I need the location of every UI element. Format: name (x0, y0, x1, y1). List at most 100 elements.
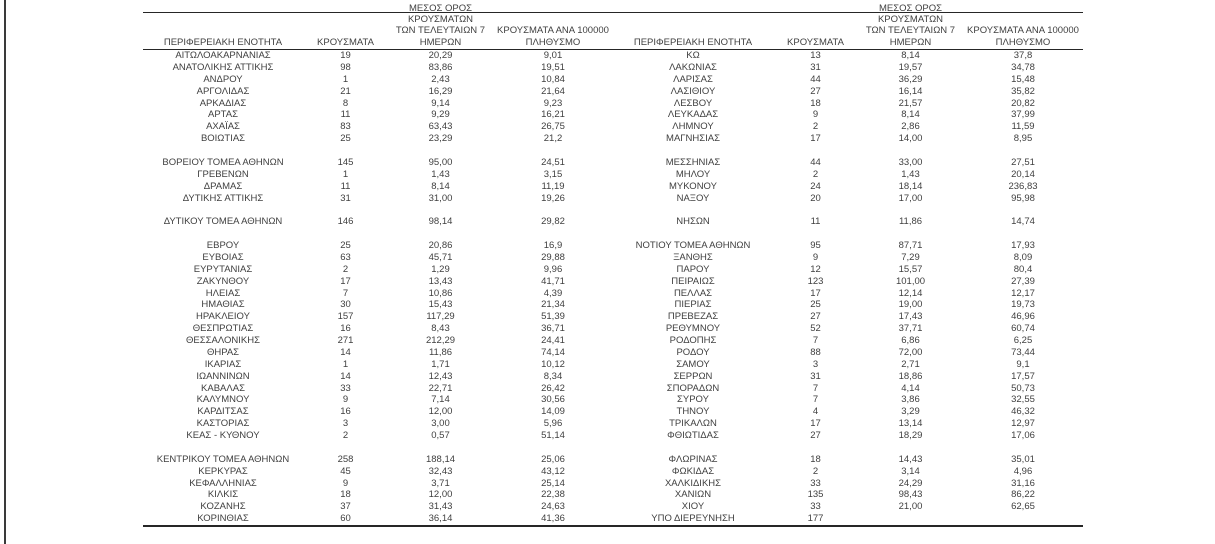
region-cell: ΖΑΚΥΝΘΟΥ (196, 275, 250, 287)
avg7-cell: 72,00 (898, 346, 923, 358)
avg7-cell: 17,43 (898, 311, 923, 323)
cases-cell: 9 (342, 394, 349, 406)
region-cell: ΚΕΝΤΡΙΚΟΥ ΤΟΜΕΑ ΑΘΗΝΩΝ (156, 453, 290, 465)
per100k-cell: 19,51 (541, 61, 565, 73)
table-row: ΔΥΤΙΚΟΥ ΤΟΜΕΑ ΑΘΗΝΩΝ 146 98,14 29,82 ΝΗΣΩΝ 11… (143, 216, 1083, 228)
region-cell: ΠΕΙΡΑΙΩΣ (671, 275, 715, 287)
avg7-cell: 2,43 (431, 73, 450, 85)
per100k-cell: 22,38 (541, 489, 565, 501)
avg7-cell: 8,14 (901, 109, 920, 121)
avg7-cell: 21,00 (898, 501, 923, 513)
per100k-cell: 51,39 (541, 311, 565, 323)
avg7-cell: 11,86 (898, 216, 923, 228)
per100k-cell: 17,57 (1011, 370, 1035, 382)
cases-cell: 45 (340, 465, 351, 477)
region-cell: ΝΑΞΟΥ (676, 192, 710, 204)
avg7-cell: 9,29 (431, 109, 450, 121)
cases-cell: 2 (812, 168, 819, 180)
per100k-cell: 74,14 (541, 346, 565, 358)
region-cell: ΠΙΕΡΙΑΣ (674, 299, 712, 311)
cases-cell: 18 (340, 489, 351, 501)
cases-by-regional-unit-table: ΠΕΡΙΦΕΡΕΙΑΚΗ ΕΝΟΤΗΤΑ ΚΡΟΥΣΜΑΤΑ ΜΕΣΟΣ ΟΡΟ… (143, 3, 1083, 527)
avg7-cell: 31,43 (428, 501, 453, 513)
table-row: ΗΡΑΚΛΕΙΟΥ 157 117,29 51,39 ΠΡΕΒΕΖΑΣ 27 17,43 46… (143, 311, 1083, 323)
region-cell: ΦΘΙΩΤΙΔΑΣ (667, 430, 719, 441)
per100k-cell: 24,41 (541, 335, 565, 346)
region-cell: ΤΡΙΚΑΛΩΝ (669, 418, 717, 430)
table-row: ΔΡΑΜΑΣ 11 8,14 11,19 ΜΥΚΟΝΟΥ 24 18,14 236,83 (143, 181, 1083, 193)
table-row: ΗΛΕΙΑΣ 7 10,86 4,39 ΠΕΛΛΑΣ 17 12,14 12,17 (143, 288, 1083, 300)
region-cell: ΦΛΩΡΙΝΑΣ (668, 453, 718, 465)
per100k-cell: 46,32 (1011, 406, 1035, 418)
region-cell: ΥΠΟ ΔΙΕΡΕΥΝΗΣΗ (651, 513, 735, 525)
region-cell: ΑΡΚΑΔΙΑΣ (199, 97, 247, 109)
region-cell: ΝΗΣΩΝ (676, 216, 710, 228)
avg7-cell: 63,43 (428, 121, 453, 133)
cases-cell: 83 (340, 121, 351, 133)
region-cell: ΤΗΝΟΥ (676, 406, 710, 418)
group-gap (143, 145, 1083, 157)
cases-cell: 31 (810, 370, 821, 382)
header-avg7-left: ΜΕΣΟΣ ΟΡΟΣ ΚΡΟΥΣΜΑΤΩΝ ΤΩΝ ΤΕΛΕΥΤΑΙΩΝ 7 Η… (395, 2, 486, 48)
cases-cell: 258 (337, 453, 354, 465)
avg7-cell: 212,29 (425, 335, 456, 346)
region-cell: ΡΟΔΟΥ (676, 346, 710, 358)
cases-cell: 145 (337, 156, 354, 168)
region-cell: ΚΕΦΑΛΛΗΝΙΑΣ (189, 477, 257, 489)
region-cell: ΣΑΜΟΥ (676, 358, 710, 370)
per100k-cell: 26,75 (541, 121, 565, 133)
per100k-cell: 21,64 (541, 85, 565, 97)
region-cell: ΑΝΔΡΟΥ (203, 73, 243, 85)
region-cell: ΚΙΛΚΙΣ (207, 489, 239, 501)
table-row: ΘΕΣΠΡΩΤΙΑΣ 16 8,43 36,71 ΡΕΘΥΜΝΟΥ 52 37,71 60,7… (143, 323, 1083, 335)
cases-cell: 31 (810, 61, 821, 73)
table-row: ΚΕΡΚΥΡΑΣ 45 32,43 43,12 ΦΩΚΙΔΑΣ 2 3,14 4,96 (143, 466, 1083, 478)
region-cell: ΜΥΚΟΝΟΥ (669, 180, 717, 192)
per100k-cell: 14,09 (541, 406, 565, 418)
cases-cell: 25 (340, 133, 351, 145)
region-cell: ΑΙΤΩΛΟΑΚΑΡΝΑΝΙΑΣ (175, 50, 271, 61)
header-cases-left: ΚΡΟΥΣΜΑΤΑ (317, 36, 374, 48)
region-cell: ΚΕΡΚΥΡΑΣ (198, 465, 248, 477)
cases-cell: 16 (340, 323, 351, 335)
cases-cell: 63 (340, 251, 351, 263)
region-cell: ΠΡΕΒΕΖΑΣ (667, 311, 719, 323)
avg7-cell: 24,29 (898, 477, 923, 489)
per100k-cell: 30,56 (541, 394, 565, 406)
avg7-cell: 2,71 (901, 358, 920, 370)
cases-cell: 19 (340, 50, 351, 61)
table-row: ΚΕΑΣ - ΚΥΘΝΟΥ 2 0,57 51,14 ΦΘΙΩΤΙΔΑΣ 27 18,29 1… (143, 430, 1083, 442)
region-cell: ΚΑΡΔΙΤΣΑΣ (197, 406, 249, 418)
cases-cell: 1 (342, 168, 349, 180)
per100k-cell: 29,88 (541, 251, 565, 263)
avg7-cell: 18,14 (898, 180, 923, 192)
per100k-cell: 95,98 (1011, 192, 1035, 204)
per100k-cell: 16,9 (543, 240, 563, 251)
header-per100k-left: ΚΡΟΥΣΜΑΤΑ ΑΝΑ 100000 ΠΛΗΘΥΣΜΟ (497, 25, 609, 48)
avg7-cell: 20,29 (428, 50, 453, 61)
per100k-cell: 27,39 (1011, 275, 1035, 287)
header-region-left: ΠΕΡΙΦΕΡΕΙΑΚΗ ΕΝΟΤΗΤΑ (163, 36, 283, 48)
per100k-cell: 43,12 (541, 465, 565, 477)
avg7-cell: 13,14 (898, 418, 923, 430)
cases-cell: 9 (342, 477, 349, 489)
region-cell: ΒΟΙΩΤΙΑΣ (200, 133, 246, 145)
per100k-cell: 4,39 (543, 287, 563, 299)
avg7-cell: 12,00 (428, 406, 453, 418)
cases-cell: 3 (342, 418, 349, 430)
avg7-cell: 20,86 (428, 240, 453, 251)
per100k-cell: 11,19 (541, 180, 565, 192)
per100k-cell: 20,82 (1011, 97, 1035, 109)
avg7-cell: 8,43 (431, 323, 450, 335)
avg7-cell: 19,57 (898, 61, 923, 73)
avg7-cell: 87,71 (898, 240, 923, 251)
region-cell: ΝΟΤΙΟΥ ΤΟΜΕΑ ΑΘΗΝΩΝ (635, 240, 751, 251)
avg7-cell: 3,71 (431, 477, 450, 489)
table-row: ΙΩΑΝΝΙΝΩΝ 14 12,43 8,34 ΣΕΡΡΩΝ 31 18,86 17,57 (143, 371, 1083, 383)
cases-cell: 7 (342, 287, 349, 299)
cases-cell: 17 (810, 418, 821, 430)
region-cell: ΘΕΣΣΑΛΟΝΙΚΗΣ (186, 335, 260, 346)
per100k-cell: 9,1 (1016, 358, 1030, 370)
table-row: ΓΡΕΒΕΝΩΝ 1 1,43 3,15 ΜΗΛΟΥ 2 1,43 20,14 (143, 169, 1083, 181)
table-row: ΕΥΡΥΤΑΝΙΑΣ 2 1,29 9,96 ΠΑΡΟΥ 12 15,57 80,4 (143, 264, 1083, 276)
